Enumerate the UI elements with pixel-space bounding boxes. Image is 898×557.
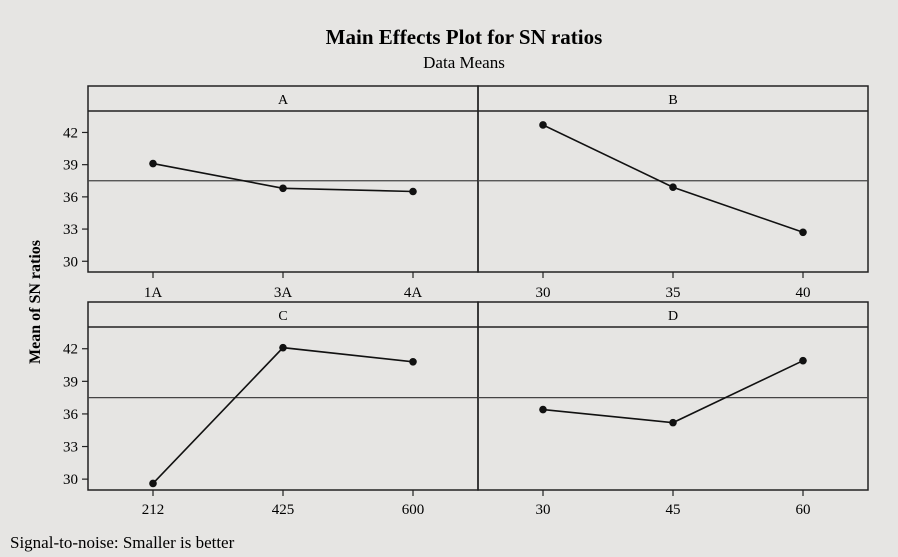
panel-frame-b — [477, 85, 869, 273]
y-tick-label: 30 — [63, 254, 78, 270]
panel-frame-a — [87, 85, 479, 273]
y-tick-label: 39 — [63, 374, 78, 390]
chart-title: Main Effects Plot for SN ratios — [326, 25, 603, 49]
y-tick-label: 42 — [63, 342, 78, 358]
data-point-b — [539, 121, 547, 129]
y-tick-label: 36 — [63, 407, 79, 423]
x-tick-label: 30 — [536, 502, 551, 518]
y-axis-label: Mean of SN ratios — [27, 240, 44, 364]
series-line-c — [152, 346, 414, 485]
chart-subtitle: Data Means — [423, 53, 505, 72]
y-tick-label: 33 — [63, 440, 78, 456]
y-tick-label: 30 — [63, 472, 78, 488]
x-tick-label: 4A — [404, 285, 423, 301]
x-tick-label: 600 — [402, 502, 425, 518]
y-tick-label: 42 — [63, 125, 78, 141]
x-tick-label: 212 — [142, 502, 165, 518]
panel-label-a: A — [278, 93, 289, 108]
data-point-a — [279, 184, 287, 193]
series-line-b — [542, 124, 804, 234]
data-point-b — [799, 228, 807, 237]
x-tick-label: 35 — [666, 285, 681, 301]
data-point-d — [799, 356, 807, 365]
x-tick-label: 425 — [272, 502, 295, 518]
data-point-c — [279, 343, 287, 352]
data-point-a — [149, 159, 157, 168]
panel-frame-c — [87, 301, 479, 491]
y-tick-label: 33 — [63, 222, 78, 238]
panel-label-c: C — [278, 309, 287, 324]
data-point-d — [669, 418, 677, 427]
series-line-d — [542, 359, 804, 424]
data-point-b — [669, 183, 677, 192]
x-tick-label: 3A — [274, 285, 293, 301]
data-point-a — [409, 187, 417, 196]
x-tick-label: 1A — [144, 285, 163, 301]
panel-frame-d — [477, 301, 869, 491]
panel-label-d: D — [668, 309, 678, 324]
x-tick-label: 30 — [536, 285, 551, 301]
y-tick-label: 39 — [63, 158, 78, 174]
footnote: Signal-to-noise: Smaller is better — [10, 533, 235, 552]
x-tick-label: 60 — [796, 502, 811, 518]
x-tick-label: 45 — [666, 502, 681, 518]
x-tick-label: 40 — [796, 285, 811, 301]
data-point-c — [149, 479, 157, 488]
data-point-c — [409, 357, 417, 366]
y-tick-label: 36 — [63, 190, 79, 206]
data-point-d — [539, 405, 547, 414]
panels-group: A 30 33 36 39 42 1A 3A 4A B 30 35 40 C 30 33 36 39 42 212 42… — [63, 85, 869, 518]
panel-label-b: B — [668, 93, 677, 108]
